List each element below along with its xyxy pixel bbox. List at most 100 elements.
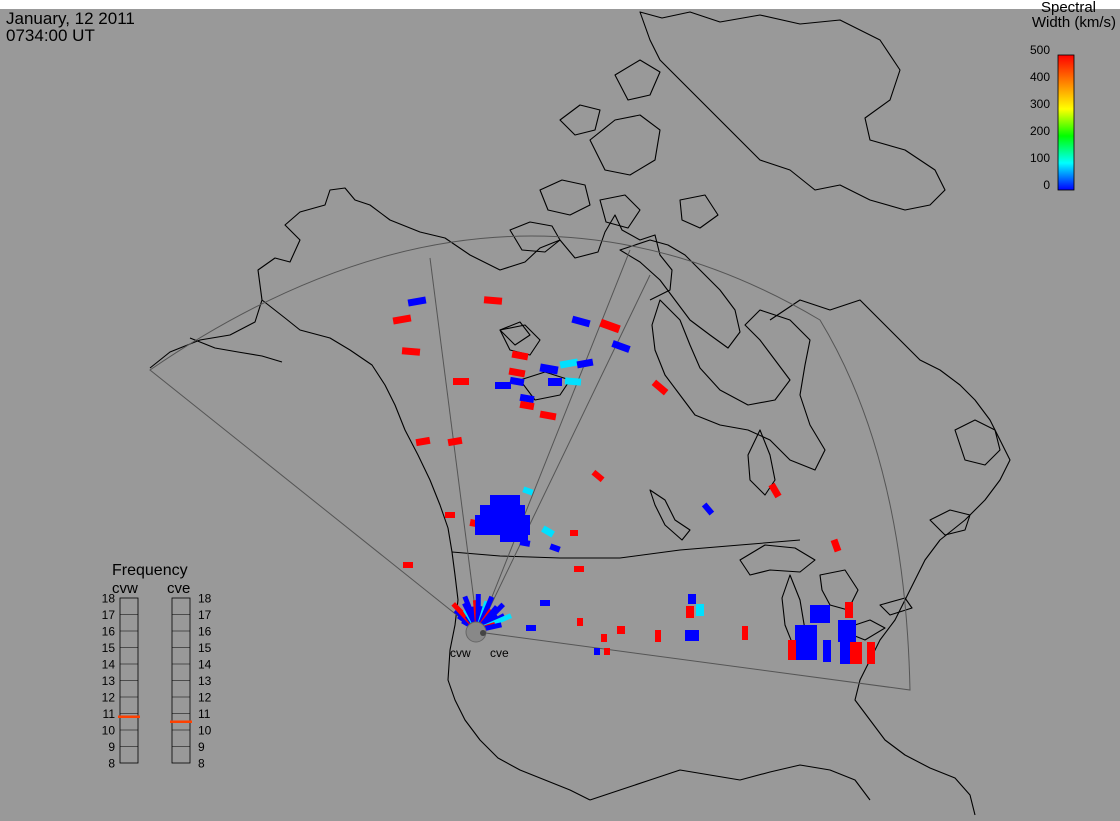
- frequency-tick-label: 16: [102, 625, 116, 639]
- radar-echo-cell: [401, 347, 421, 356]
- radar-echo-cell: [810, 605, 822, 623]
- radar-echo-cell: [559, 358, 579, 369]
- radar-echo-cluster: [500, 530, 528, 542]
- radar-echo-cell: [483, 296, 503, 305]
- radar-echo-cell: [845, 602, 853, 618]
- frequency-columns: 18 18 17 17 16 16 15 15 14 14 13 13 12 12 11 11 10 10 9 9 8 8: [102, 592, 212, 771]
- frequency-tick-label: 18: [102, 592, 116, 606]
- radar-echo-cell: [526, 625, 536, 631]
- radar-echo-cell: [591, 469, 605, 483]
- radar-echo-cell: [574, 566, 584, 572]
- radar-echo-cell: [403, 562, 413, 568]
- radar-echo-cell: [685, 630, 699, 641]
- radar-echo-cell: [519, 393, 535, 404]
- fov-beam-east2: [477, 274, 651, 633]
- radar-echo-cell: [571, 315, 591, 328]
- site-label-cvw: cvw: [450, 646, 471, 660]
- radar-echo-cell: [611, 340, 631, 353]
- island-8: [499, 321, 531, 346]
- radar-echo-cell: [688, 594, 696, 604]
- colorbar-title-line2: Width (km/s): [1031, 14, 1116, 31]
- radar-site-markers: [465, 621, 487, 643]
- lake-ontario: [879, 597, 913, 616]
- radar-echo-cell: [867, 642, 875, 664]
- radar-echoes: [392, 296, 875, 664]
- james-bay: [747, 429, 776, 496]
- radar-site-cve: [480, 630, 486, 636]
- labrador-coast: [769, 299, 1011, 816]
- radar-echo-cell: [686, 606, 694, 618]
- time-label: 0734:00 UT: [6, 26, 95, 45]
- radar-echo-cell: [541, 525, 555, 538]
- colorbar-tick-label: 100: [1030, 151, 1050, 165]
- colorbar-tick-label: 200: [1030, 124, 1050, 138]
- frequency-tick-label: 9: [198, 740, 205, 754]
- frequency-tick-label: 17: [198, 608, 212, 622]
- radar-echo-cell: [604, 648, 610, 655]
- radar-echo-cell: [540, 600, 550, 606]
- island-1: [509, 221, 561, 253]
- radar-echo-cell: [838, 620, 856, 642]
- radar-echo-cell: [511, 350, 529, 361]
- radar-echo-cell: [508, 367, 526, 378]
- island-4: [559, 104, 601, 136]
- frequency-tick-label: 18: [198, 592, 212, 606]
- radar-echo-cell: [594, 648, 600, 655]
- gulf-coast: [589, 764, 871, 801]
- frequency-tick-label: 12: [198, 691, 212, 705]
- radar-echo-cell: [823, 640, 831, 662]
- colorbar-tick-label: 300: [1030, 97, 1050, 111]
- great-bear-lake: [499, 324, 541, 356]
- frequency-tick-label: 9: [108, 740, 115, 754]
- radar-site-cvw: [465, 621, 487, 643]
- frequency-tick-label: 16: [198, 625, 212, 639]
- radar-echo-cell: [701, 502, 715, 516]
- radar-echo-cell: [768, 482, 782, 499]
- radar-echo-cell: [447, 436, 463, 447]
- island-2: [539, 179, 591, 216]
- island-7: [679, 194, 719, 229]
- freq-radar-label-cvw: cvw: [112, 580, 138, 597]
- us-canada-border: [451, 539, 801, 559]
- nova-scotia: [929, 509, 971, 536]
- alaska-south-coast: [261, 299, 591, 801]
- radar-echo-cell: [599, 318, 621, 334]
- radar-echo-cell: [850, 642, 862, 664]
- frequency-tick-label: 8: [108, 757, 115, 771]
- radar-echo-cell: [617, 626, 625, 634]
- radar-echo-cell: [539, 410, 557, 421]
- freq-radar-label-cve: cve: [167, 580, 190, 597]
- radar-echo-cell: [445, 512, 455, 518]
- frequency-tick-label: 14: [102, 658, 116, 672]
- greenland-outline: [639, 11, 946, 211]
- colorbar-title-line1: Spectral: [1040, 0, 1096, 16]
- frequency-tick-label: 11: [198, 707, 211, 721]
- island-3: [589, 114, 661, 176]
- radar-echo-cell: [822, 605, 830, 623]
- frequency-tick-label: 8: [198, 757, 205, 771]
- lake-winnipeg: [649, 489, 691, 541]
- aleutians: [189, 337, 283, 363]
- frequency-tick-label: 11: [103, 707, 116, 721]
- radar-fov: [149, 235, 911, 691]
- colorbar-tick-label: 400: [1030, 70, 1050, 84]
- radar-echo-cell: [453, 378, 469, 385]
- island-6: [599, 194, 641, 229]
- site-label-cve: cve: [490, 646, 509, 660]
- radar-echo-cell: [601, 634, 607, 642]
- island-5: [614, 59, 661, 101]
- radar-echo-cell: [549, 543, 561, 553]
- fov-beam-east: [477, 249, 631, 633]
- radar-echo-cell: [788, 640, 796, 660]
- baffin-island: [619, 239, 741, 349]
- colorbar-tick-label: 500: [1030, 43, 1050, 57]
- frequency-tick-label: 10: [198, 724, 212, 738]
- radar-echo-cell: [830, 538, 842, 553]
- radar-echo-cell: [651, 379, 669, 396]
- frequency-tick-label: 15: [102, 641, 116, 655]
- newfoundland: [954, 419, 1001, 466]
- frequency-tick-label: 12: [102, 691, 116, 705]
- radar-echo-cell: [522, 486, 534, 496]
- colorbar: [1057, 54, 1075, 191]
